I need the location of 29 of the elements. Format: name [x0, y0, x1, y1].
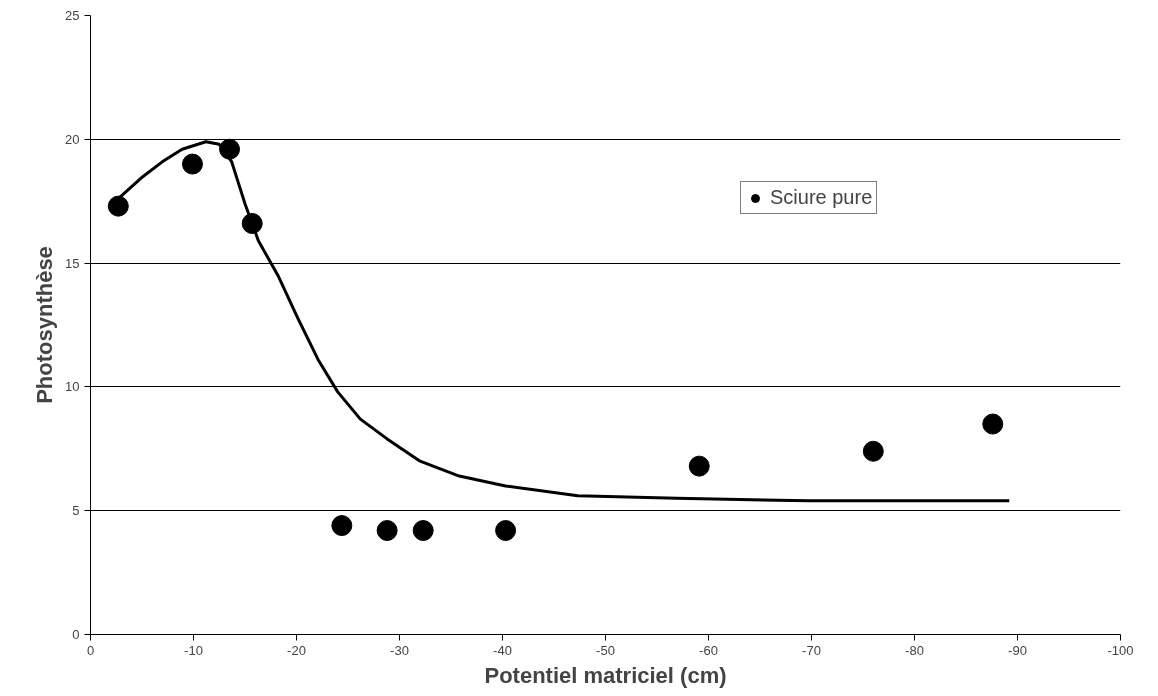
y-tick-label: 10: [65, 379, 80, 395]
point: [862, 440, 884, 462]
y-tick-label: 5: [72, 503, 80, 519]
legend-label: Sciure pure: [770, 186, 873, 209]
point: [181, 153, 203, 175]
x-axis-title: Potentiel matriciel (cm): [484, 662, 727, 688]
y-axis-title: Photosynthèse: [32, 246, 58, 404]
point: [412, 520, 434, 541]
point: [982, 413, 1004, 435]
point: [495, 520, 517, 541]
x-tick-label: -80: [905, 642, 924, 658]
x-tick-label: -50: [596, 642, 615, 658]
x-tick-label: -90: [1008, 642, 1027, 658]
point: [376, 520, 398, 541]
x-tick-label: -10: [184, 642, 203, 658]
y-tick-label: 15: [65, 255, 80, 271]
x-tick-label: -30: [390, 642, 409, 658]
y-tick-label: 20: [65, 131, 80, 147]
x-tick-label: 0: [86, 642, 95, 658]
point: [688, 455, 710, 477]
x-tick-label: -100: [1107, 642, 1134, 658]
point: [107, 195, 129, 217]
y-tick-label: 25: [65, 8, 80, 23]
y-tick-label: 0: [72, 627, 80, 642]
x-tick-label: -40: [493, 642, 512, 658]
x-tick-label: -20: [287, 642, 306, 658]
point: [331, 515, 353, 537]
x-tick-label: -60: [699, 642, 718, 658]
x-tick-label: -70: [802, 642, 821, 658]
